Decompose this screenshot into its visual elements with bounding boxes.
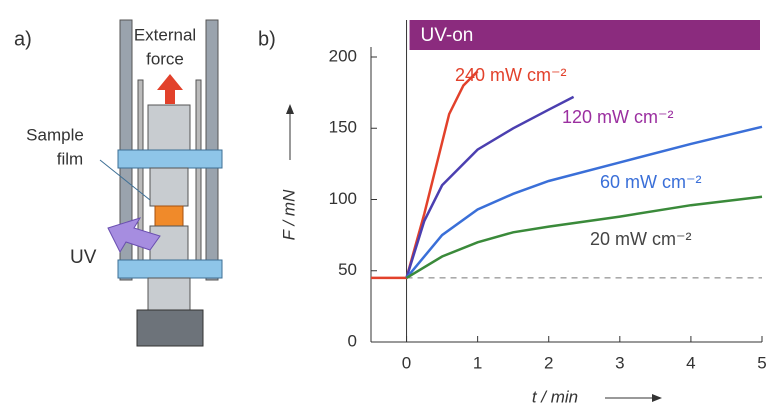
x-tick-label: 5 xyxy=(757,353,766,372)
series-line xyxy=(407,197,763,278)
sample-label: Sample xyxy=(26,125,84,144)
apparatus xyxy=(100,20,222,346)
y-tick-label: 150 xyxy=(329,118,357,137)
plate xyxy=(118,260,222,278)
sample-label: film xyxy=(57,149,83,168)
y-tick-label: 200 xyxy=(329,46,357,65)
x-tick-label: 0 xyxy=(402,353,411,372)
y-axis-label: F / mN xyxy=(279,189,298,240)
y-tick-label: 100 xyxy=(329,189,357,208)
panel-label: a) xyxy=(14,28,32,50)
x-tick-label: 4 xyxy=(686,353,695,372)
block xyxy=(148,105,190,150)
rod xyxy=(196,80,201,270)
uv-arrow xyxy=(108,218,160,252)
series-label: 60 mW cm⁻² xyxy=(600,172,702,192)
panel-label: b) xyxy=(258,28,276,50)
x-tick-label: 1 xyxy=(473,353,482,372)
block xyxy=(150,226,188,260)
x-tick-label: 3 xyxy=(615,353,624,372)
figure: a) External force Sample film UV b) F / … xyxy=(0,0,770,409)
base xyxy=(137,310,203,346)
series-label: 20 mW cm⁻² xyxy=(590,229,692,249)
uv-label: UV xyxy=(70,247,97,268)
sample xyxy=(155,206,183,226)
block xyxy=(150,168,188,206)
y-tick-label: 50 xyxy=(338,260,357,279)
series-label: 240 mW cm⁻² xyxy=(455,65,567,85)
force-arrow xyxy=(157,74,183,104)
force-label: force xyxy=(146,49,184,68)
block xyxy=(148,278,190,310)
uv-bar-label: UV-on xyxy=(421,25,474,46)
y-tick-label: 0 xyxy=(348,331,357,350)
x-tick-label: 2 xyxy=(544,353,553,372)
axis-arrow xyxy=(652,394,662,402)
series-line xyxy=(371,71,478,278)
axis-arrow xyxy=(286,104,294,114)
series-label: 120 mW cm⁻² xyxy=(562,107,674,127)
force-label: External xyxy=(134,25,196,44)
plate xyxy=(118,150,222,168)
x-axis-label: t / min xyxy=(532,387,578,406)
